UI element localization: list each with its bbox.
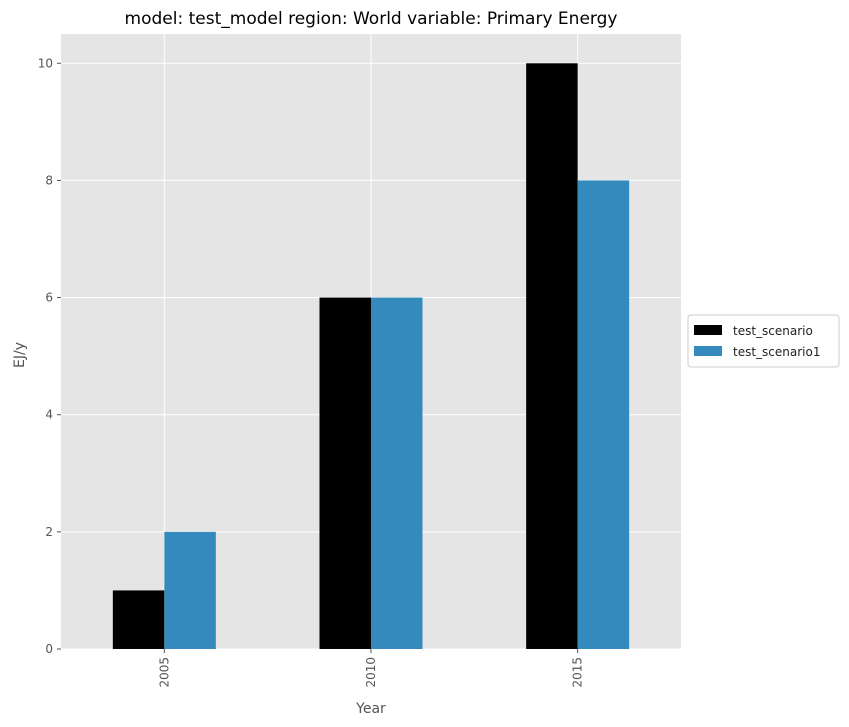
bar-test_scenario1-2015 [577,180,630,649]
bar-test_scenario1-2010 [371,297,423,649]
x-tick-label: 2015 [571,657,585,688]
y-axis-label: EJ/y [12,342,28,368]
chart-title: model: test_model region: World variable… [125,9,618,29]
y-tick-label: 6 [45,291,53,305]
y-tick-label: 10 [38,56,53,70]
legend-swatch [694,325,722,335]
legend-label: test_scenario [733,324,813,338]
x-tick-label: 2005 [157,657,171,688]
legend: test_scenario test_scenario1 [687,314,840,368]
x-tick-label: 2010 [364,657,378,688]
x-axis-ticks: 2005 2010 2015 [157,649,585,688]
bars [112,63,630,650]
y-axis-ticks: 0 2 4 6 8 10 [38,56,61,656]
bar-test_scenario-2005 [112,590,165,649]
bar-test_scenario-2010 [319,297,371,649]
y-tick-label: 2 [45,525,53,539]
x-axis-label: Year [355,701,386,717]
y-tick-label: 4 [45,408,53,422]
y-tick-label: 0 [45,642,53,656]
y-tick-label: 8 [45,173,53,187]
legend-box [687,314,840,368]
legend-swatch [694,346,722,356]
legend-label: test_scenario1 [733,345,820,359]
bar-test_scenario-2015 [526,63,578,650]
bar-test_scenario1-2005 [164,531,216,649]
